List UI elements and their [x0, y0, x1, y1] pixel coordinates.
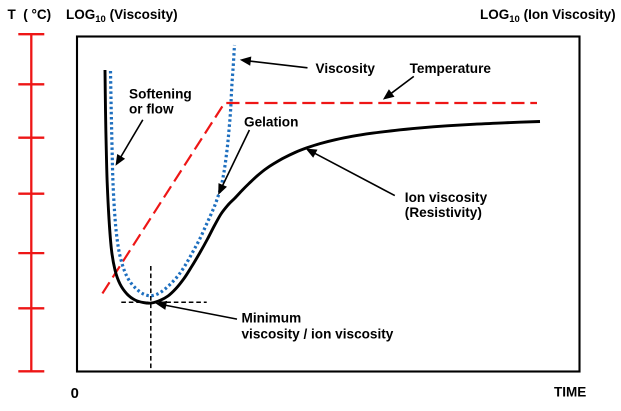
svg-text:LOG10 (Ion Viscosity): LOG10 (Ion Viscosity) — [480, 7, 616, 25]
svg-text:Viscosity: Viscosity — [316, 61, 376, 76]
svg-text:or flow: or flow — [129, 102, 174, 117]
svg-text:0: 0 — [71, 386, 79, 402]
svg-text:T ( °C): T ( °C) — [8, 7, 52, 22]
svg-text:LOG10 (Viscosity): LOG10 (Viscosity) — [66, 7, 178, 25]
svg-text:(Resistivity): (Resistivity) — [405, 205, 482, 220]
svg-text:TIME: TIME — [554, 384, 586, 399]
svg-text:Softening: Softening — [129, 87, 192, 102]
svg-text:Gelation: Gelation — [244, 114, 298, 129]
svg-text:viscosity / ion viscosity: viscosity / ion viscosity — [242, 327, 394, 342]
svg-text:Temperature: Temperature — [410, 61, 492, 76]
svg-text:Minimum: Minimum — [242, 311, 302, 326]
svg-text:Ion viscosity: Ion viscosity — [405, 190, 488, 205]
